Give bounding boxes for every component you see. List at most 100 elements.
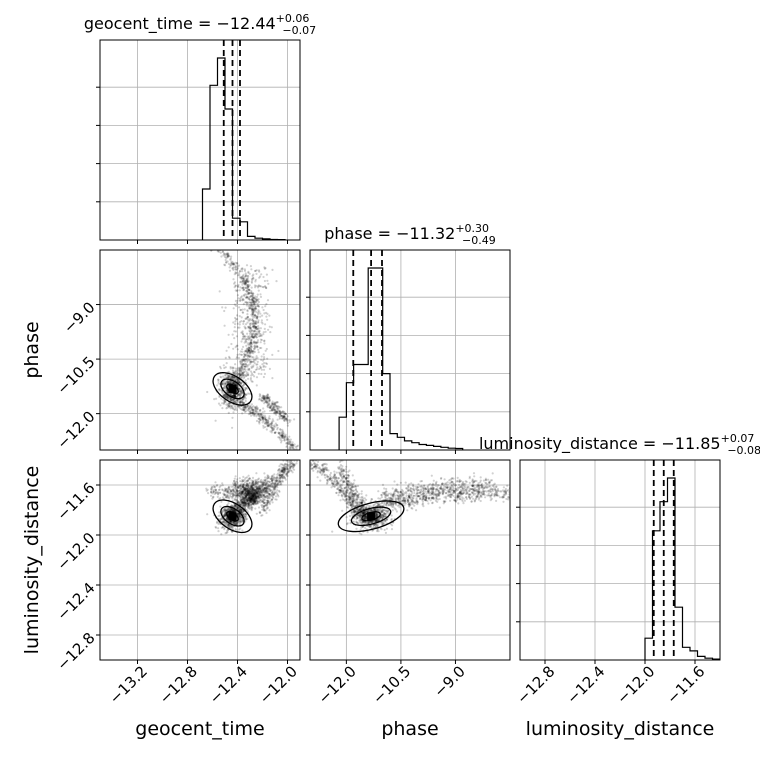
sample-point [233,480,235,482]
sample-point [265,312,267,314]
sample-point [267,283,269,285]
sample-point [267,490,269,492]
sample-point [239,323,241,325]
sample-point [287,425,289,427]
sample-point [263,376,265,378]
sample-point [244,358,246,360]
sample-point [391,514,393,516]
sample-point [251,278,253,280]
sample-point [273,488,275,490]
sample-point [218,523,220,525]
sample-point [268,315,270,317]
sample-point [228,334,230,336]
sample-point [235,368,237,370]
sample-point [272,475,274,477]
sample-point [232,489,234,491]
sample-point [234,323,236,325]
sample-point [264,280,266,282]
sample-point [240,483,242,485]
sample-point [227,502,229,504]
sample-point [250,292,252,294]
sample-point [232,370,234,372]
sample-point [264,509,266,511]
sample-point [391,528,393,530]
sample-point [233,509,235,511]
sample-point [259,410,261,412]
sample-point [258,290,260,292]
sample-point [258,373,260,375]
sample-point [280,434,282,436]
sample-point [283,465,285,467]
sample-point [276,489,278,491]
sample-point [283,411,285,413]
sample-point [241,268,243,270]
sample-point [216,384,218,386]
sample-point [276,408,278,410]
sample-point [267,329,269,331]
sample-point [219,290,221,292]
sample-point [229,492,231,494]
sample-point [225,357,227,359]
sample-point [252,322,254,324]
sample-point [220,255,222,257]
sample-point [277,350,279,352]
sample-point [234,491,236,493]
sample-point [271,491,273,493]
sample-point [263,342,265,344]
sample-point [257,294,259,296]
sample-point [232,366,234,368]
sample-point [219,404,221,406]
sample-point [248,407,250,409]
sample-point [230,394,232,396]
sample-point [265,303,267,305]
sample-point [264,366,266,368]
sample-point [269,399,271,401]
sample-point [258,335,260,337]
sample-point [256,376,258,378]
sample-point [225,259,227,261]
sample-point [229,381,231,383]
sample-point [268,417,270,419]
sample-point [237,286,239,288]
sample-point [238,393,240,395]
sample-point [266,506,268,508]
sample-point [239,489,241,491]
sample-point [221,488,223,490]
sample-point [205,488,207,490]
sample-point [235,372,237,374]
sample-point [256,513,258,515]
sample-point [264,268,266,270]
sample-point [228,412,230,414]
sample-point [215,489,217,491]
sample-point [240,362,242,364]
sample-point [229,270,231,272]
sample-point [386,519,388,521]
sample-point [241,351,243,353]
sample-point [246,313,248,315]
sample-point [260,515,262,517]
sample-point [244,374,246,376]
sample-point [255,415,257,417]
sample-point [241,284,243,286]
sample-point [386,528,388,530]
sample-point [244,342,246,344]
sample-point [266,319,268,321]
sample-point [245,516,247,518]
sample-point [239,281,241,283]
sample-point [254,371,256,373]
sample-point [225,403,227,405]
sample-point [283,472,285,474]
sample-point [234,478,236,480]
sample-point [221,407,223,409]
sample-point [232,382,234,384]
sample-point [236,357,238,359]
sample-point [264,305,266,307]
sample-point [222,251,224,253]
sample-point [245,518,247,520]
sample-point [246,505,248,507]
sample-point [263,369,265,371]
sample-point [251,319,253,321]
grid-layer [100,40,720,660]
sample-point [251,498,253,500]
sample-point [288,461,290,463]
